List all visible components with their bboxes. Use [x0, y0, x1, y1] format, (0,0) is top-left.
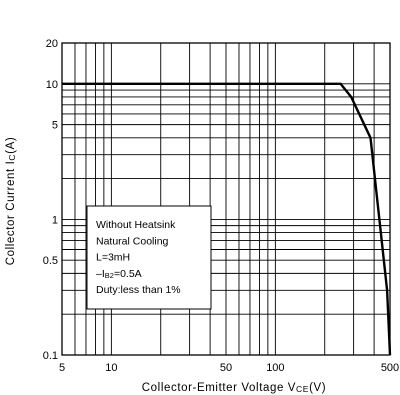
- y-axis-label: Collector Current IC(A): [5, 137, 17, 266]
- soa-boundary-line: [62, 82, 392, 356]
- conditions-note: Without Heatsink Natural Cooling L=3mH –IB2…: [86, 205, 212, 310]
- conditions-note-line: Duty:less than 1%: [96, 284, 181, 296]
- conditions-note-box: [86, 205, 212, 310]
- y-tick-label: 0.5: [43, 255, 58, 267]
- series-layer: [62, 82, 392, 356]
- plot-frame: [61, 42, 391, 356]
- y-tick-label: 1: [52, 214, 58, 226]
- y-tick-label: 0.1: [43, 350, 58, 362]
- conditions-note-line: Without Heatsink: [96, 219, 176, 231]
- x-axis-label: Collector-Emitter Voltage VCE(V): [142, 382, 326, 394]
- x-tick-label: 500: [381, 362, 399, 374]
- x-tick-label: 5: [59, 362, 65, 374]
- tick-labels: 5 10 50 100 500 0.1 0.5 1 5 10 20: [43, 38, 399, 374]
- x-tick-label: 50: [220, 362, 232, 374]
- conditions-note-line: –IB2=0.5A: [96, 268, 142, 280]
- conditions-note-line: Natural Cooling: [96, 235, 169, 247]
- x-tick-label: 100: [266, 362, 284, 374]
- y-tick-label: 10: [46, 79, 58, 91]
- y-tick-label: 20: [46, 38, 58, 50]
- x-tick-label: 10: [105, 362, 117, 374]
- conditions-note-line: L=3mH: [96, 252, 130, 264]
- y-tick-label: 5: [52, 120, 58, 132]
